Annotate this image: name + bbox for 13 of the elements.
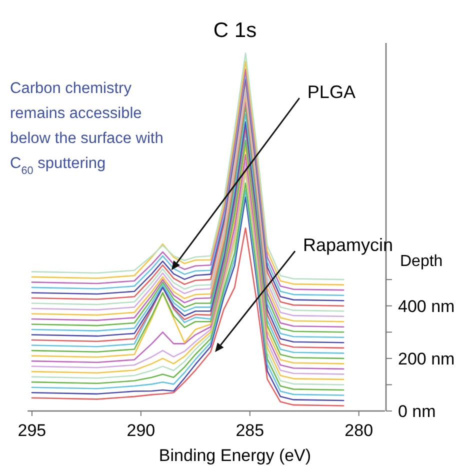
y-tick-label: 200 nm <box>398 349 455 368</box>
annotation: PLGA <box>307 82 356 102</box>
annotation: Carbon chemistry remains accessible below the surface with C$_{60}$ sputtering <box>10 80 164 177</box>
x-axis-title: Binding Energy (eV) <box>158 446 312 465</box>
x-tick-label: 280 <box>344 421 374 440</box>
annotation: Rapamycin <box>303 235 394 256</box>
y-axis-title: Depth <box>400 253 443 270</box>
chart-title: C 1s <box>213 19 257 42</box>
y-tick-label: 400 nm <box>398 296 455 316</box>
y-tick-label: 0 nm <box>398 402 436 421</box>
x-tick-label: 285 <box>236 421 264 440</box>
x-tick-label: 290 <box>126 421 156 440</box>
x-tick-label: 295 <box>18 421 46 440</box>
